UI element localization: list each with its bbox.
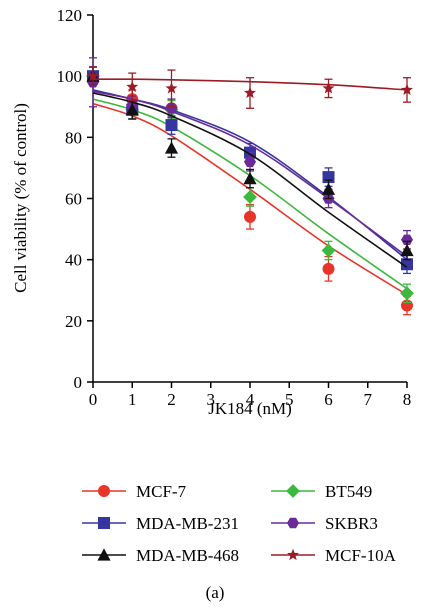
y-tick-label: 0 [74,373,83,392]
y-ticks: 0 20 40 60 80 100 120 [57,6,93,392]
data-point [321,243,336,258]
x-tick-label: 4 [246,390,255,409]
x-tick-label: 3 [207,390,216,409]
data-point [125,103,139,116]
y-tick-label: 20 [65,312,82,331]
x-tick-label: 6 [324,390,333,409]
legend-marker [287,548,299,561]
series-mcf-10a [87,66,413,109]
x-axis-label: JK184 (nM) [208,399,292,418]
plot-area [86,57,414,316]
data-point [165,82,178,94]
x-tick-label: 2 [167,390,176,409]
data-point [322,262,335,275]
data-point [164,141,179,154]
legend-marker [98,517,110,529]
y-tick-label: 80 [65,128,82,147]
y-tick-label: 40 [65,251,82,270]
legend-item: MDA-MB-231 [82,514,239,533]
data-point [244,86,256,99]
legend-marker [97,548,111,561]
data-point [244,210,256,223]
x-ticks: 0 1 2 3 4 5 6 7 8 [89,382,412,409]
legend-label: MDA-MB-468 [136,546,239,565]
y-axis-label: Cell viability (% of control) [11,103,30,293]
data-point [243,172,257,185]
data-point [322,82,335,94]
legend-marker [287,517,299,529]
legend-item: SKBR3 [271,514,378,533]
data-point [244,156,256,167]
x-tick-label: 5 [285,390,294,409]
legend-label: BT549 [325,482,372,501]
data-point [401,258,413,271]
y-tick-label: 60 [65,190,82,209]
figure-caption: (a) [206,583,225,602]
data-point [126,80,139,92]
data-point [243,190,257,204]
y-tick-label: 100 [57,67,83,86]
data-point [165,103,178,114]
legend-item: BT549 [271,482,372,501]
data-point [400,286,414,301]
fit-curve [92,78,408,91]
legend-marker [98,485,110,497]
data-point [165,119,178,132]
legend-label: SKBR3 [325,514,378,533]
data-point [400,243,414,257]
legend-label: MDA-MB-231 [136,514,239,533]
legend: MCF-7 BT549 MDA-MB-231 SKBR3 MDA-MB-468 MCF-1… [82,482,397,565]
x-tick-label: 0 [89,390,98,409]
data-point [321,182,336,195]
legend-item: MCF-10A [271,546,397,565]
legend-item: MCF-7 [82,482,187,501]
x-tick-label: 1 [128,390,137,409]
legend-label: MCF-10A [325,546,397,565]
x-tick-label: 7 [364,390,373,409]
x-tick-label: 8 [403,390,412,409]
legend-marker [286,484,300,498]
legend-label: MCF-7 [136,482,187,501]
data-point [401,83,413,96]
data-point [401,234,413,245]
legend-item: MDA-MB-468 [82,546,239,565]
y-tick-label: 120 [57,6,83,25]
data-point [87,69,99,82]
